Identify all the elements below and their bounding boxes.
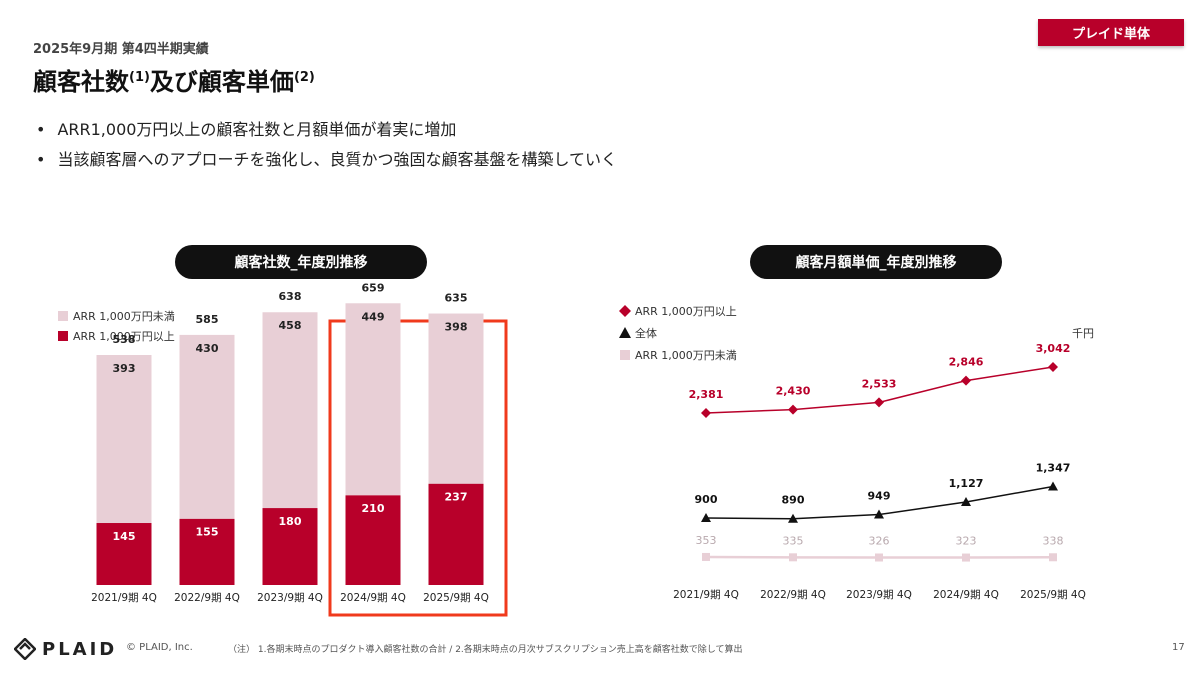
line-label-2-3: 949 [868, 490, 891, 503]
line-legend-marker-1 [619, 305, 631, 317]
bar-value-large-4: 210 [362, 502, 385, 515]
line-label-1-2: 2,430 [776, 385, 811, 398]
bullet-item-2: 当該顧客層へのアプローチを強化し、良質かつ強固な顧客基盤を構築していく [36, 148, 617, 178]
line-point-3-5 [1049, 553, 1057, 562]
bar-category-2: 2022/9期 4Q [174, 592, 240, 604]
bar-total-5: 635 [445, 292, 468, 305]
bar-legend-label-1: ARR 1,000万円未満 [73, 310, 175, 323]
bar-legend-label-2: ARR 1,000万円以上 [73, 330, 175, 343]
bar-value-small-3: 458 [279, 319, 302, 332]
line-point-2-4 [961, 496, 971, 506]
line-label-1-1: 2,381 [689, 388, 724, 401]
line-category-3: 2023/9期 4Q [846, 589, 912, 601]
line-legend-label-2: 全体 [635, 326, 657, 340]
line-label-1-3: 2,533 [862, 377, 897, 390]
line-label-3-4: 323 [956, 535, 977, 548]
bar-segment-small-4 [345, 303, 401, 496]
line-point-2-5 [1048, 481, 1058, 491]
bar-category-3: 2023/9期 4Q [257, 592, 323, 604]
bar-legend-swatch-2 [58, 331, 68, 341]
line-point-3-3 [875, 553, 883, 562]
highlight-frame [328, 319, 508, 617]
line-legend-marker-3 [620, 350, 630, 360]
bar-value-small-4: 449 [362, 310, 385, 323]
line-label-2-5: 1,347 [1036, 461, 1071, 474]
line-category-5: 2025/9期 4Q [1020, 589, 1086, 601]
bar-value-large-3: 180 [279, 515, 302, 528]
line-category-1: 2021/9期 4Q [673, 589, 739, 601]
line-legend-marker-2 [619, 327, 631, 338]
line-unit-label: 千円 [1072, 327, 1094, 340]
bar-chart-title: 顧客社数_年度別推移 [175, 245, 427, 279]
line-point-3-2 [789, 553, 797, 562]
bar-value-small-2: 430 [196, 342, 219, 355]
bar-segment-small-1 [96, 355, 152, 524]
plaid-logo-icon [14, 638, 36, 660]
bar-segment-large-4 [345, 495, 401, 585]
line-point-3-4 [962, 553, 970, 562]
line-label-1-5: 3,042 [1036, 342, 1071, 355]
page-number: 17 [1172, 642, 1185, 653]
bar-category-1: 2021/9期 4Q [91, 592, 157, 604]
line-point-3-1 [702, 552, 710, 561]
line-label-2-1: 900 [695, 493, 718, 506]
line-legend-label-1: ARR 1,000万円以上 [635, 305, 737, 318]
bar-total-4: 659 [362, 281, 385, 294]
bar-value-large-5: 237 [445, 491, 468, 504]
line-point-2-2 [788, 513, 798, 523]
bar-value-large-1: 145 [113, 530, 136, 543]
bar-total-2: 585 [196, 313, 219, 326]
footnote: （注） 1.各期末時点のプロダクト導入顧客社数の合計 / 2.各期末時点の月次サ… [228, 645, 743, 655]
bar-category-5: 2025/9期 4Q [423, 592, 489, 604]
summary-bullets: ARR1,000万円以上の顧客社数と月額単価が着実に増加 当該顧客層へのアプロー… [36, 118, 617, 178]
bar-total-1: 538 [113, 333, 136, 346]
line-label-3-2: 335 [783, 534, 804, 547]
copyright: © PLAID, Inc. [126, 642, 193, 653]
bar-category-4: 2024/9期 4Q [340, 592, 406, 604]
line-point-1-1 [701, 408, 711, 418]
bar-segment-large-1 [96, 523, 152, 585]
scope-badge: プレイド単体 [1038, 19, 1184, 46]
bar-segment-small-3 [262, 312, 318, 509]
title-part-2: 及び顧客単価 [149, 68, 294, 96]
page-title: 顧客社数(1)及び顧客単価(2) [33, 62, 315, 97]
line-label-3-5: 338 [1043, 534, 1064, 547]
line-point-1-4 [961, 375, 971, 386]
line-label-2-2: 890 [782, 494, 805, 507]
line-point-2-1 [701, 513, 711, 522]
bar-legend-swatch-1 [58, 311, 68, 321]
bar-segment-large-3 [262, 508, 318, 585]
line-point-1-2 [788, 404, 798, 415]
logo-text: PLAID [42, 638, 118, 660]
bar-value-small-1: 393 [113, 362, 136, 375]
bar-segment-large-5 [428, 483, 484, 585]
bullet-item-1: ARR1,000万円以上の顧客社数と月額単価が着実に増加 [36, 118, 617, 148]
line-point-1-3 [874, 397, 884, 408]
line-legend-label-3: ARR 1,000万円未満 [635, 349, 737, 362]
line-category-2: 2022/9期 4Q [760, 589, 826, 601]
period-label: 2025年9月期 第4四半期実績 [33, 42, 209, 57]
bar-segment-large-2 [179, 518, 235, 585]
line-label-1-4: 2,846 [949, 356, 984, 369]
bar-total-3: 638 [279, 290, 302, 303]
line-point-1-5 [1048, 361, 1058, 372]
title-note-2: (2) [293, 70, 315, 85]
bar-segment-small-5 [428, 313, 484, 484]
bar-value-large-2: 155 [196, 526, 219, 539]
title-part-1: 顧客社数 [33, 68, 129, 96]
line-label-3-1: 353 [696, 534, 717, 547]
line-category-4: 2024/9期 4Q [933, 589, 999, 601]
line-label-2-4: 1,127 [949, 477, 984, 490]
line-label-3-3: 326 [869, 535, 890, 548]
line-point-2-3 [874, 509, 884, 519]
title-note-1: (1) [129, 70, 150, 85]
bar-value-small-5: 398 [445, 321, 468, 334]
plaid-logo: PLAID [14, 638, 117, 660]
line-chart-title: 顧客月額単価_年度別推移 [750, 245, 1002, 279]
bar-segment-small-2 [179, 334, 235, 519]
